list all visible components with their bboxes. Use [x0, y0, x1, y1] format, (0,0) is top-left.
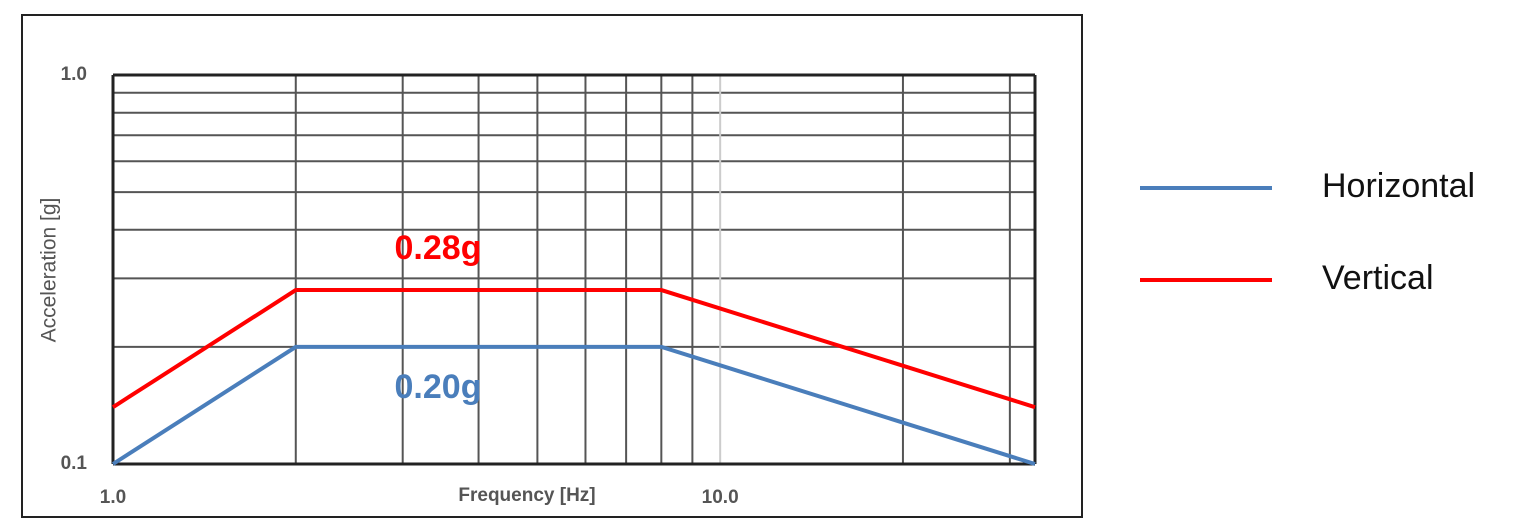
legend-label: Horizontal [1322, 167, 1475, 205]
y-tick-label: 0.1 [61, 453, 88, 474]
data-line [111, 288, 1036, 410]
data-annotation: 0.28g [395, 229, 482, 267]
x-axis-title: Frequency [Hz] [458, 485, 595, 506]
chart-frame [21, 14, 1083, 518]
legend-label: Vertical [1322, 259, 1434, 297]
data-annotation: 0.20g [395, 368, 482, 406]
y-axis-title: Acceleration [g] [38, 198, 61, 343]
y-tick-label: 1.0 [61, 64, 87, 85]
data-line [111, 344, 1036, 466]
x-tick-label: 1.0 [100, 487, 126, 508]
x-tick-label: 10.0 [702, 487, 739, 508]
